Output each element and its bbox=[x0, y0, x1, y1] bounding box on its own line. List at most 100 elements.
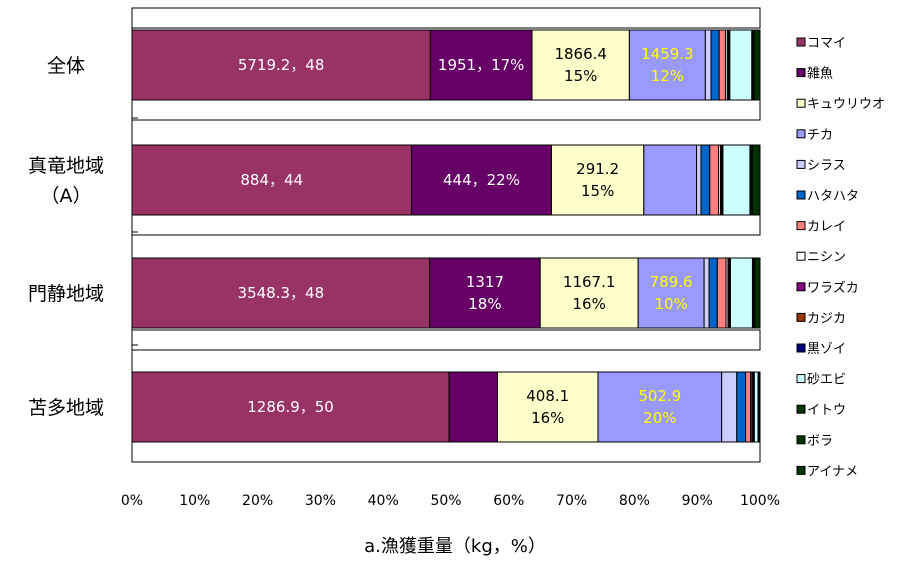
segment-data-label: 444，22% bbox=[443, 171, 520, 189]
legend-label: ニシン bbox=[807, 250, 846, 265]
row-bands bbox=[131, 7, 761, 463]
segment-data-label: 1459.3 bbox=[641, 45, 694, 63]
legend-label: 雑魚 bbox=[807, 66, 833, 82]
legend-label: キュウリウオ bbox=[807, 97, 885, 112]
bar-segment bbox=[637, 257, 705, 329]
bar-segment bbox=[539, 257, 639, 329]
segment-data-label: 789.6 bbox=[650, 273, 693, 291]
bar-segment bbox=[718, 29, 726, 101]
bar-segment bbox=[551, 144, 645, 216]
bar-segment bbox=[736, 371, 747, 443]
bar-segment bbox=[758, 371, 761, 443]
bar-segment bbox=[131, 144, 412, 216]
legend: コマイ雑魚キュウリウオチカシラスハタハタカレイニシンワラズカカジカ黒ゾイ砂エビイ… bbox=[796, 36, 885, 479]
x-tick-label: 100% bbox=[740, 493, 780, 509]
legend-swatch bbox=[796, 159, 806, 169]
legend-swatch bbox=[796, 343, 806, 353]
legend-swatch bbox=[796, 251, 806, 261]
legend-label: コマイ bbox=[807, 36, 846, 51]
bar-segment bbox=[531, 29, 630, 101]
bar-segment bbox=[131, 29, 431, 101]
segment-data-label: 12% bbox=[651, 67, 684, 85]
category-label: 門静地域 bbox=[28, 283, 104, 305]
bar-segment bbox=[745, 371, 752, 443]
legend-label: シラス bbox=[807, 158, 846, 173]
legend-label: カジカ bbox=[807, 311, 846, 326]
bar-segment bbox=[704, 29, 712, 101]
segment-data-label: 5719.2，48 bbox=[238, 56, 325, 74]
row-band bbox=[131, 441, 761, 463]
category-label: 全体 bbox=[47, 55, 85, 77]
x-tick-label: 20% bbox=[242, 493, 273, 509]
legend-swatch bbox=[796, 312, 806, 322]
segment-data-label: 1286.9，50 bbox=[247, 398, 334, 416]
bar-segment bbox=[753, 371, 759, 443]
bar-segment bbox=[700, 144, 711, 216]
legend-swatch bbox=[796, 68, 806, 78]
segment-data-label: 18% bbox=[468, 295, 501, 313]
segment-data-label: 1317 bbox=[466, 273, 504, 291]
legend-swatch bbox=[796, 404, 806, 414]
legend-swatch bbox=[796, 129, 806, 139]
x-axis-title: a.漁獲重量（kg，%） bbox=[364, 536, 546, 557]
legend-swatch bbox=[796, 465, 806, 475]
legend-swatch bbox=[796, 221, 806, 231]
x-tick-labels: 0% 10% 20% 30% 40% 50% 60% 70% 80% 90% 100% bbox=[121, 493, 780, 509]
bar-segment bbox=[628, 29, 706, 101]
bars bbox=[131, 29, 761, 443]
legend-label: 砂エビ bbox=[807, 373, 846, 388]
bar-segment bbox=[729, 257, 753, 329]
legend-label: 黒ゾイ bbox=[807, 342, 846, 357]
legend-swatch bbox=[796, 435, 806, 445]
legend-swatch bbox=[796, 190, 806, 200]
legend-label: ボラ bbox=[807, 434, 833, 449]
legend-label: ワラズカ bbox=[807, 280, 859, 296]
x-tick-label: 50% bbox=[430, 493, 461, 509]
bar-segment bbox=[448, 371, 498, 443]
x-tick-label: 10% bbox=[179, 493, 210, 509]
legend-swatch bbox=[796, 282, 806, 292]
x-tick-label: 30% bbox=[305, 493, 336, 509]
bar-segment bbox=[753, 29, 761, 101]
x-tick-label: 80% bbox=[619, 493, 650, 509]
x-tick-label: 40% bbox=[368, 493, 399, 509]
legend-swatch bbox=[796, 374, 806, 384]
segment-data-label: 1167.1 bbox=[563, 273, 616, 291]
bar-segment bbox=[429, 257, 541, 329]
bar-segment bbox=[709, 144, 720, 216]
bar-segment bbox=[722, 144, 751, 216]
x-tick-label: 90% bbox=[682, 493, 713, 509]
legend-label: ハタハタ bbox=[807, 189, 859, 204]
bar-segment bbox=[597, 371, 723, 443]
segment-data-label: 16% bbox=[573, 295, 606, 313]
x-tick-label: 60% bbox=[493, 493, 524, 509]
segment-data-label: 16% bbox=[531, 409, 564, 427]
legend-label: イトウ bbox=[807, 403, 846, 418]
bar-segment bbox=[751, 144, 761, 216]
bar-segment bbox=[710, 29, 720, 101]
row-band bbox=[131, 214, 761, 236]
x-tick-label: 70% bbox=[556, 493, 587, 509]
segment-data-label: 1951，17% bbox=[438, 56, 525, 74]
segment-data-label: 502.9 bbox=[638, 387, 681, 405]
bar-segment bbox=[643, 144, 698, 216]
bar-segment bbox=[696, 144, 702, 216]
bar-segment bbox=[721, 371, 738, 443]
segment-data-label: 3548.3，48 bbox=[238, 284, 325, 302]
segment-data-label: 408.1 bbox=[526, 387, 569, 405]
category-label: 真竜地域 bbox=[28, 155, 104, 177]
bar-segment bbox=[703, 257, 710, 329]
segment-data-label: 15% bbox=[581, 182, 614, 200]
row-band bbox=[131, 329, 761, 351]
segment-data-label: 1866.4 bbox=[554, 45, 607, 63]
legend-label: チカ bbox=[807, 128, 833, 143]
bar-segment bbox=[496, 371, 599, 443]
legend-swatch bbox=[796, 98, 806, 108]
legend-label: アイナメ bbox=[807, 464, 858, 479]
legend-swatch bbox=[796, 37, 806, 47]
legend-label: カレイ bbox=[807, 220, 846, 235]
bar-segment bbox=[131, 257, 431, 329]
bar-segment bbox=[708, 257, 718, 329]
